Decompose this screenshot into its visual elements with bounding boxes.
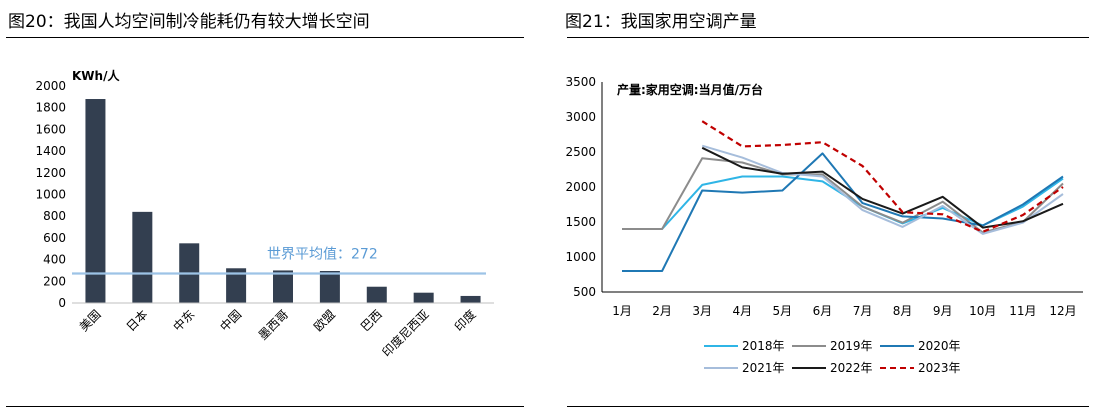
y-tick-label: 500 [573,285,596,299]
y-tick-label: 3000 [565,110,596,124]
x-tick-label: 12月 [1049,304,1076,318]
y-tick-label: 1800 [35,101,66,115]
left-figure: 图20：我国人均空间制冷能耗仍有较大增长空间 KWh/人 0 200 400 600 80… [0,0,530,412]
bar-墨西哥 [273,270,293,303]
left-figure-title: 图20：我国人均空间制冷能耗仍有较大增长空间 [8,12,370,32]
y-tick-label: 1400 [35,144,66,158]
legend-label: 2019年 [830,339,873,353]
y-tick-label: 2000 [35,79,66,93]
y-tick-label: 200 [43,274,66,288]
x-tick-label: 7月 [853,304,873,318]
x-tick-label: 墨西哥 [256,307,291,342]
bar-巴西 [366,286,387,303]
unit-label: KWh/人 [72,68,120,83]
left-title-rule [6,37,524,38]
x-tick-label: 5月 [773,304,793,318]
bar-欧盟 [319,270,340,303]
left-bottom-rule [6,406,524,407]
x-tick-label: 8月 [893,304,913,318]
bar-印度 [460,295,481,303]
y-tick-label: 2500 [565,145,596,159]
x-tick-label: 中东 [170,307,198,335]
bar-印度尼西亚 [413,292,434,303]
y-tick-label: 0 [58,296,66,310]
world-average-label: 世界平均值：272 [267,246,378,262]
legend-label: 2022年 [830,361,873,375]
series-line-2020年 [622,152,1064,272]
bar-chart: KWh/人 0 200 400 600 800 1000 1200 1400 1600 1800 20… [35,68,494,360]
x-tick-label: 印度 [451,307,479,335]
y-tick-label: 1000 [35,188,66,202]
right-title-rule [567,37,1089,38]
right-bottom-rule [567,406,1089,407]
bar-中国 [226,268,247,303]
right-figure: 图21：我国家用空调产量 产量:家用空调:当月值/万台 500 1000 1500 20… [561,0,1095,412]
series-line-2021年 [701,144,1064,235]
x-tick-label: 印度尼西亚 [379,307,432,360]
legend-label: 2023年 [918,361,961,375]
x-tick-label: 中国 [217,307,245,335]
x-tick-label: 巴西 [358,307,385,334]
x-tick-label: 日本 [124,307,151,334]
y-tick-label: 1500 [565,215,596,229]
x-tick-label: 美国 [77,307,104,334]
y-tick-label: 2000 [565,180,596,194]
bar-美国 [85,99,106,304]
x-tick-label: 6月 [813,304,833,318]
x-tick-label: 3月 [692,304,712,318]
x-tick-label: 10月 [969,304,996,318]
x-tick-label: 4月 [732,304,752,318]
y-tick-label: 1200 [35,166,66,180]
y-tick-label: 600 [43,231,66,245]
series-line-2019年 [622,157,1064,234]
y-tick-label: 800 [43,209,66,223]
legend-label: 2020年 [918,339,961,353]
unit-label: 产量:家用空调:当月值/万台 [617,82,763,97]
x-tick-label: 11月 [1009,304,1036,318]
x-tick-label: 欧盟 [311,307,338,334]
x-tick-label: 9月 [933,304,953,318]
legend-label: 2021年 [742,361,785,375]
x-tick-label: 1月 [612,304,632,318]
y-tick-label: 400 [43,253,66,267]
legend-label: 2018年 [742,339,785,353]
x-tick-label: 2月 [652,304,672,318]
y-tick-label: 1600 [35,122,66,136]
bar-日本 [132,211,153,303]
y-tick-label: 3500 [565,75,596,89]
right-figure-title: 图21：我国家用空调产量 [565,12,757,32]
line-chart: 产量:家用空调:当月值/万台 500 1000 1500 2000 2500 3000 350… [565,75,1083,375]
series-line-2023年 [701,120,1064,233]
y-tick-label: 1000 [565,250,596,264]
